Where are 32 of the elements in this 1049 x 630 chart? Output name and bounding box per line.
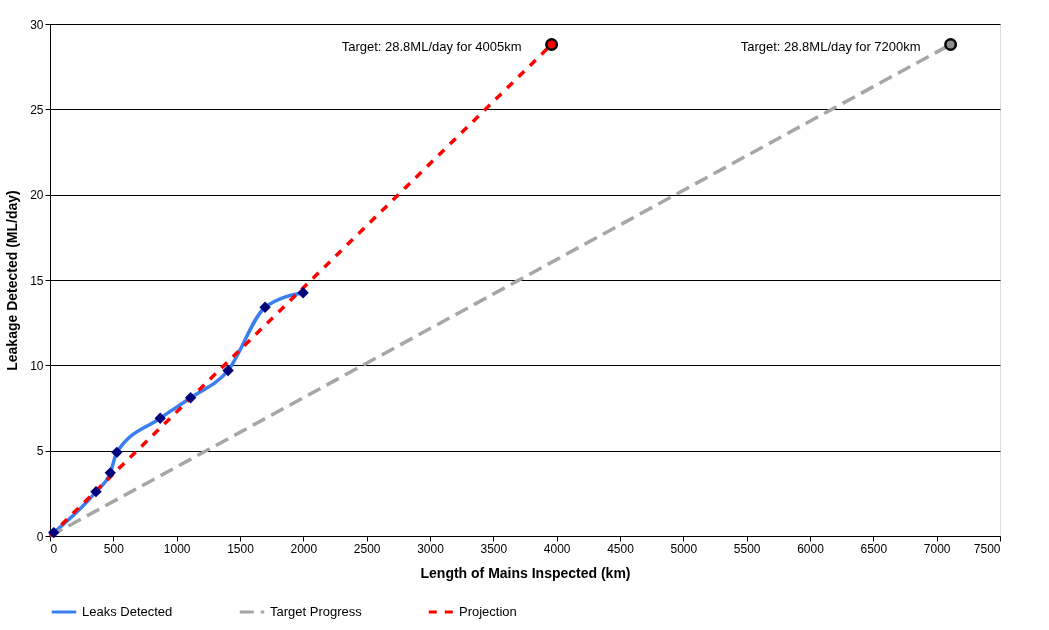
x-tick-label: 0: [50, 541, 58, 556]
x-tick-label: 6500: [860, 541, 888, 556]
x-tick-label: 2000: [290, 541, 318, 556]
y-axis-title: Leakage Detected (ML/day): [4, 190, 21, 371]
x-tick-label: 1500: [227, 541, 255, 556]
x-tick-label: 5000: [670, 541, 698, 556]
x-tick-label: 7000: [923, 541, 951, 556]
x-tick-label: 1000: [163, 541, 191, 556]
legend-label: Target Progress: [270, 604, 363, 619]
point: [944, 38, 958, 51]
y-tick-label: 20: [30, 188, 44, 203]
x-tick-label: 3500: [480, 541, 508, 556]
x-tick-label: 500: [103, 541, 125, 556]
y-tick-label: 25: [30, 102, 44, 117]
x-tick-label: 4500: [607, 541, 635, 556]
annotation: Target: 28.8ML/day for 4005km: [341, 39, 522, 55]
x-tick-label: 6000: [797, 541, 825, 556]
y-tick-label: 15: [30, 273, 44, 288]
point: [545, 38, 559, 51]
x-tick-label: 5500: [733, 541, 761, 556]
x-tick-label: 3000: [417, 541, 445, 556]
x-axis-title: Length of Mains Inspected (km): [420, 564, 631, 581]
y-tick-label: 30: [30, 17, 44, 32]
legend-label: Leaks Detected: [82, 604, 173, 619]
x-tick-label: 7500: [973, 541, 1001, 556]
y-tick-label: 5: [36, 444, 44, 459]
x-tick-label: 4000: [543, 541, 571, 556]
y-tick-label: 0: [36, 529, 44, 544]
annotation: Target: 28.8ML/day for 7200km: [740, 39, 921, 55]
y-tick-label: 10: [30, 358, 44, 373]
x-tick-label: 2500: [353, 541, 381, 556]
legend-label: Projection: [459, 604, 517, 619]
